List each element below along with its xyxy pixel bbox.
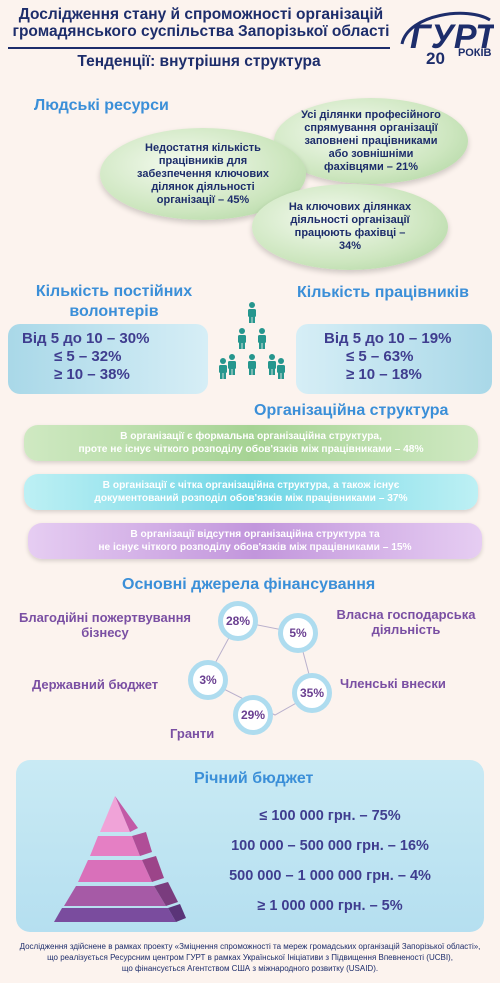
report-title-line2: громадянського суспільства Запорізької о… [12, 23, 390, 40]
funding-value-membership: 35% [299, 686, 325, 700]
gurt-logo-icon: ГУРТ 20 [400, 11, 494, 66]
budget-heading: Річний бюджет [194, 770, 314, 787]
svg-text:20: 20 [426, 49, 445, 66]
hr-ellipse-shortage-text: Недостатня кількість працівників для заб… [137, 141, 269, 206]
employees-row-le5: ≤ 5 – 63% [346, 348, 414, 365]
footer-line2: що реалізується Ресурсним центром ГУРТ в… [47, 953, 453, 962]
org-structure-item-formal-line2: проте не існує чіткого розподілу обов'яз… [78, 444, 424, 455]
human-resources-heading: Людські ресурси [34, 97, 169, 114]
funding-circle-business: 28% [218, 601, 258, 641]
budget-pyramid-icon [54, 796, 186, 922]
employees-heading: Кількість працівників [297, 284, 469, 301]
funding-label-membership: Членські внески [340, 676, 446, 691]
funding-circle-membership: 35% [292, 673, 332, 713]
people-pyramid-icon [219, 302, 285, 379]
header-divider [8, 47, 390, 49]
hr-ellipse-shortage: Недостатня кількість працівників для заб… [100, 128, 306, 220]
volunteers-heading: Кількість постійних волонтерів [35, 283, 193, 320]
funding-value-own: 5% [289, 626, 307, 640]
volunteers-row-ge10: ≥ 10 – 38% [54, 366, 130, 383]
org-structure-item-clear-line1: В організації є чітка організаційна стру… [102, 480, 400, 491]
hr-ellipse-specialists-text: На ключових ділянках діяльності організа… [288, 201, 412, 252]
funding-label-state: Державний бюджет [32, 677, 159, 692]
report-title: Дослідження стану й спроможності організ… [10, 6, 392, 40]
funding-label-own: Власна господарська діяльність [336, 607, 476, 637]
org-structure-item-clear: В організації є чітка організаційна стру… [24, 474, 478, 510]
org-structure-item-formal: В організації є формальна організаційна … [24, 425, 478, 461]
footer-line3: що фінансується Агентством США з міжнаро… [121, 964, 379, 973]
budget-row-ge1m: ≥ 1 000 000 грн. – 5% [257, 898, 403, 914]
employees-box: Від 5 до 10 – 19% ≤ 5 – 63% ≥ 10 – 18% [296, 324, 492, 394]
svg-text:ГУРТ: ГУРТ [410, 18, 494, 56]
logo-years-label: РОКІВ [458, 47, 492, 59]
org-structure-heading: Організаційна структура [254, 402, 449, 419]
org-structure-item-clear-line2: документований розподіл обов'язків між п… [94, 493, 408, 504]
funding-heading: Основні джерела фінансування [122, 576, 376, 593]
org-structure-item-absent-line1: В організації відсутня організаційна стр… [130, 529, 380, 540]
funding-label-business: Благодійні пожертвування бізнесу [18, 610, 192, 640]
volunteers-box: Від 5 до 10 – 30% ≤ 5 – 32% ≥ 10 – 38% [8, 324, 208, 394]
employees-row-5to10: Від 5 до 10 – 19% [324, 330, 452, 347]
footer-note: Дослідження здійснене в рамках проекту «… [6, 941, 494, 974]
footer-line1: Дослідження здійснене в рамках проекту «… [19, 942, 481, 951]
funding-circle-grants: 29% [233, 695, 273, 735]
hr-ellipse-all-areas: Усі ділянки професійного спрямування орг… [274, 98, 468, 184]
funding-value-state: 3% [199, 673, 217, 687]
budget-row-500k-1m: 500 000 – 1 000 000 грн. – 4% [229, 868, 431, 884]
report-subtitle: Тенденції: внутрішня структура [77, 53, 321, 70]
volunteers-row-le5: ≤ 5 – 32% [54, 348, 122, 365]
funding-value-grants: 29% [240, 708, 266, 722]
employees-row-ge10: ≥ 10 – 18% [346, 366, 422, 383]
funding-label-grants: Гранти [170, 726, 215, 741]
report-title-line1: Дослідження стану й спроможності організ… [18, 6, 384, 23]
org-structure-item-absent-line2: не існує чіткого розподілу обов'язків мі… [98, 542, 412, 553]
hr-ellipse-all-areas-text: Усі ділянки професійного спрямування орг… [301, 108, 441, 173]
funding-circle-state: 3% [188, 660, 228, 700]
budget-row-le100k: ≤ 100 000 грн. – 75% [259, 808, 401, 824]
volunteers-row-5to10: Від 5 до 10 – 30% [22, 330, 150, 347]
funding-circle-own: 5% [278, 613, 318, 653]
org-structure-item-absent: В організації відсутня організаційна стр… [28, 523, 482, 559]
hr-ellipse-specialists: На ключових ділянках діяльності організа… [252, 184, 448, 270]
org-structure-item-formal-line1: В організації є формальна організаційна … [120, 431, 382, 442]
budget-row-100k-500k: 100 000 – 500 000 грн. – 16% [231, 838, 429, 854]
funding-value-business: 28% [225, 614, 251, 628]
